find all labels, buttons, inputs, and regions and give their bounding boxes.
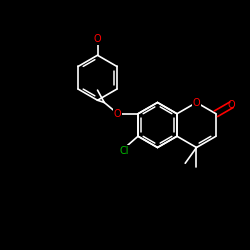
Text: Cl: Cl — [120, 146, 129, 156]
Text: O: O — [193, 98, 200, 108]
Text: O: O — [114, 109, 122, 119]
Text: O: O — [193, 98, 200, 108]
Text: O: O — [94, 34, 101, 44]
Text: O: O — [228, 100, 235, 110]
